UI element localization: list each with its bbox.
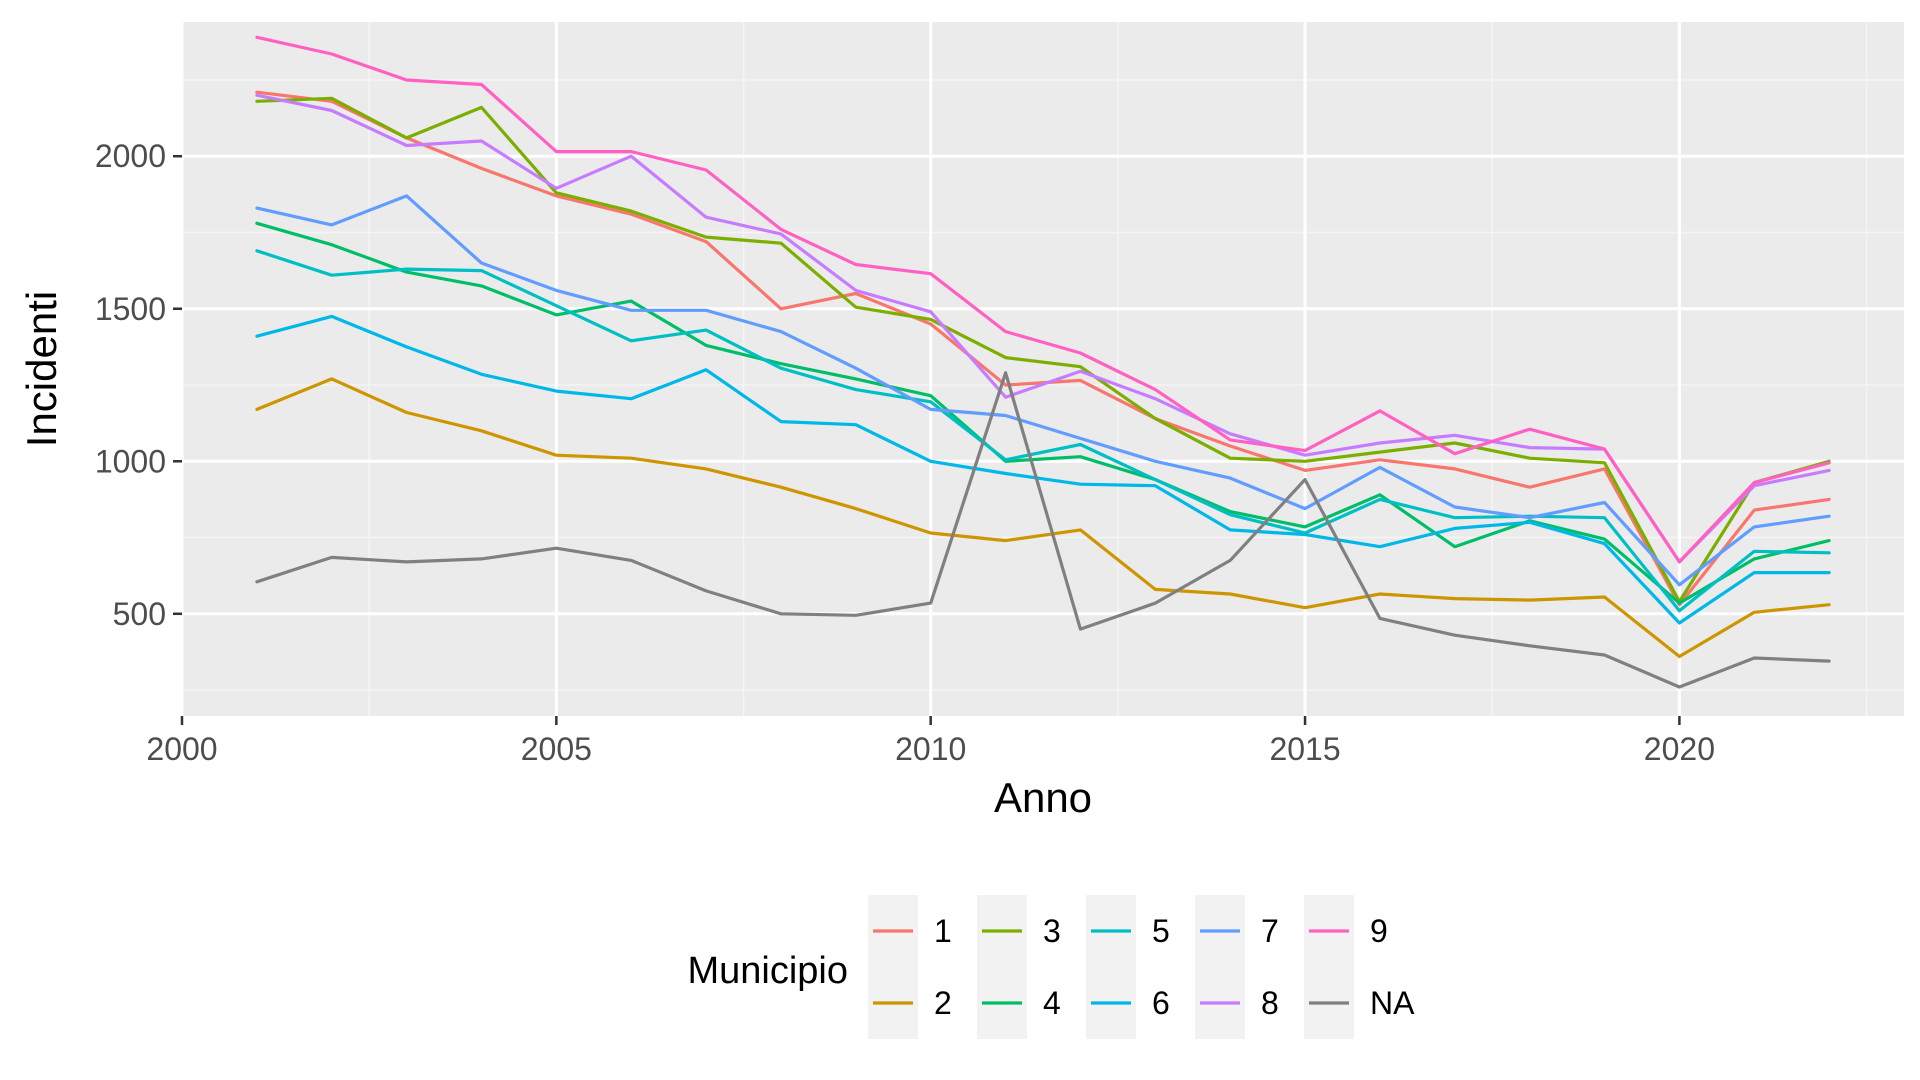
x-tick-label: 2005 (521, 731, 592, 767)
x-tick-label: 2020 (1644, 731, 1715, 767)
x-tick-label: 2010 (895, 731, 966, 767)
x-tick-label: 2000 (146, 731, 217, 767)
axis-ticks (173, 154, 1681, 725)
legend-label-1: 1 (934, 913, 952, 949)
series-line-na (255, 371, 1831, 689)
legend-label-na: NA (1370, 985, 1415, 1021)
series-line-2 (255, 377, 1831, 659)
x-axis-title: Anno (994, 774, 1092, 821)
legend-label-7: 7 (1261, 913, 1279, 949)
series-line-9 (255, 35, 1831, 564)
legend: Municipio 1 2 3 4 5 6 7 8 9 NA (687, 895, 1415, 1039)
plot-panel (182, 22, 1904, 716)
legend-label-4: 4 (1043, 985, 1061, 1021)
y-tick-label: 1000 (95, 443, 166, 479)
series-line-8 (255, 93, 1831, 564)
legend-label-5: 5 (1152, 913, 1170, 949)
y-tick-label: 500 (113, 596, 166, 632)
tick-labels: 2000 2005 2010 2015 2020 500 1000 1500 2000 (95, 138, 1715, 767)
y-axis-title: Incidenti (18, 291, 65, 447)
legend-label-9: 9 (1370, 913, 1388, 949)
series-line-7 (255, 194, 1831, 587)
y-tick-label: 2000 (95, 138, 166, 174)
series-line-5 (255, 249, 1831, 613)
legend-title: Municipio (687, 950, 848, 992)
series-line-4 (255, 221, 1831, 605)
y-tick-label: 1500 (95, 291, 166, 327)
series-line-6 (255, 314, 1831, 625)
legend-label-8: 8 (1261, 985, 1279, 1021)
legend-label-3: 3 (1043, 913, 1061, 949)
series-line-3 (255, 96, 1831, 604)
x-tick-label: 2015 (1269, 731, 1340, 767)
series-lines (255, 35, 1831, 689)
legend-label-2: 2 (934, 985, 952, 1021)
legend-label-6: 6 (1152, 985, 1170, 1021)
minor-gridlines (182, 22, 1904, 716)
